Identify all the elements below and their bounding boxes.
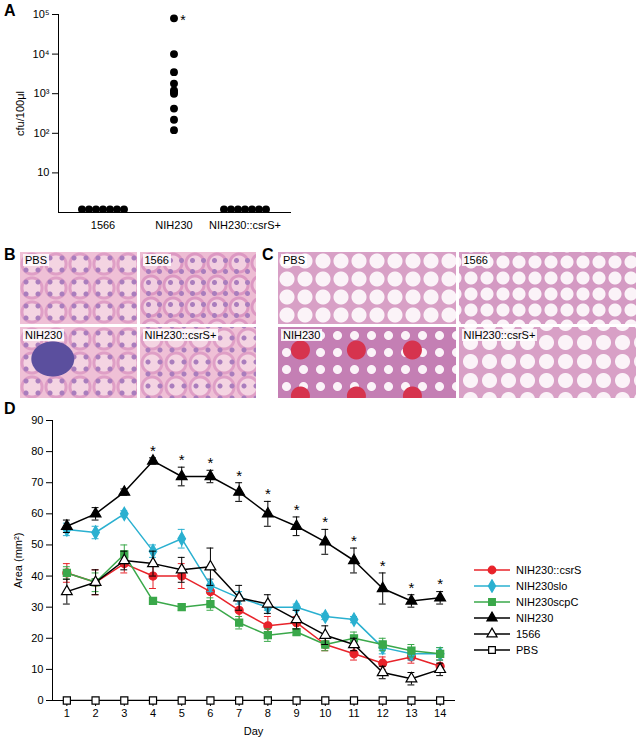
svg-text:1: 1 [64, 707, 70, 719]
svg-text:*: * [409, 579, 415, 596]
svg-text:*: * [380, 557, 386, 574]
svg-text:90: 90 [31, 414, 43, 426]
html-text:1566: 1566 [144, 254, 169, 266]
svg-text:11: 11 [348, 707, 359, 719]
svg-text:0: 0 [37, 694, 43, 706]
svg-text:*: * [150, 442, 156, 459]
html-text:D: D [4, 400, 16, 417]
svg-text:*: * [294, 501, 300, 518]
svg-text:50: 50 [31, 538, 43, 550]
html-text:A: A [4, 2, 16, 19]
html-text:NIH230: NIH230 [516, 612, 554, 624]
svg-text:10: 10 [37, 166, 49, 178]
html-text:B: B [4, 246, 16, 263]
svg-text:*: * [322, 513, 328, 530]
svg-text:20: 20 [31, 632, 43, 644]
svg-text:60: 60 [31, 507, 43, 519]
svg-text:4: 4 [150, 707, 156, 719]
html-text:1566: 1566 [516, 628, 541, 640]
svg-text:NIH230::csrS+: NIH230::csrS+ [209, 219, 281, 231]
svg-text:7: 7 [236, 707, 242, 719]
svg-text:12: 12 [377, 707, 389, 719]
html-text:PBS: PBS [25, 254, 47, 266]
html-text:NIH230: NIH230 [25, 328, 63, 341]
svg-text:10³: 10³ [34, 87, 50, 99]
svg-text:*: * [208, 454, 214, 471]
svg-text:cfu/100μl: cfu/100μl [14, 91, 26, 136]
svg-text:10: 10 [31, 663, 43, 675]
svg-text:Day: Day [244, 725, 264, 737]
svg-text:10⁵: 10⁵ [33, 8, 50, 20]
html-text:NIH230slo: NIH230slo [516, 580, 568, 592]
html-text:NIH230::csrS+: NIH230::csrS+ [144, 328, 217, 341]
html-text:NIH230::csrS: NIH230::csrS [516, 564, 582, 576]
html-text:1566: 1566 [463, 254, 488, 266]
svg-text:3: 3 [121, 707, 127, 719]
svg-text:6: 6 [207, 707, 213, 719]
svg-text:30: 30 [31, 601, 43, 613]
svg-text:14: 14 [434, 707, 446, 719]
svg-text:Area (mm²): Area (mm²) [12, 533, 24, 589]
svg-text:8: 8 [265, 707, 271, 719]
svg-text:1566: 1566 [91, 219, 115, 231]
html-text:PBS: PBS [283, 254, 305, 266]
svg-text:*: * [265, 485, 271, 502]
svg-text:2: 2 [93, 707, 99, 719]
svg-text:80: 80 [31, 445, 43, 457]
svg-text:10²: 10² [34, 127, 50, 139]
svg-text:5: 5 [179, 707, 185, 719]
html-text:NIH230scpC: NIH230scpC [516, 596, 579, 608]
svg-text:40: 40 [31, 570, 43, 582]
svg-text:*: * [180, 12, 186, 28]
svg-text:10: 10 [319, 707, 331, 719]
svg-text:*: * [236, 467, 242, 484]
svg-text:*: * [351, 532, 357, 549]
html-text:PBS: PBS [516, 644, 538, 656]
svg-text:9: 9 [294, 707, 300, 719]
svg-text:*: * [179, 451, 185, 468]
svg-text:*: * [437, 575, 443, 592]
svg-text:70: 70 [31, 476, 43, 488]
svg-text:13: 13 [405, 707, 417, 719]
svg-text:NIH230: NIH230 [155, 219, 192, 231]
svg-text:10⁴: 10⁴ [33, 48, 50, 60]
html-text:NIH230::csrS+: NIH230::csrS+ [463, 328, 536, 341]
html-text:NIH230: NIH230 [283, 328, 321, 341]
html-text:C: C [262, 246, 274, 263]
